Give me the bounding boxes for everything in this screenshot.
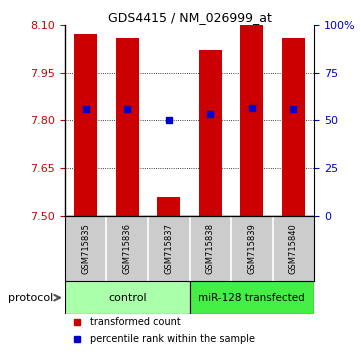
Bar <box>282 38 305 216</box>
Text: GSM715836: GSM715836 <box>123 223 132 274</box>
Text: control: control <box>108 293 147 303</box>
Text: miR-128 transfected: miR-128 transfected <box>199 293 305 303</box>
Title: GDS4415 / NM_026999_at: GDS4415 / NM_026999_at <box>108 11 271 24</box>
FancyBboxPatch shape <box>190 281 314 314</box>
Bar <box>116 38 139 216</box>
Bar <box>74 34 97 216</box>
Text: GSM715835: GSM715835 <box>81 223 90 274</box>
Text: GSM715837: GSM715837 <box>164 223 173 274</box>
Text: GSM715838: GSM715838 <box>206 223 215 274</box>
Text: protocol: protocol <box>8 293 53 303</box>
Text: GSM715840: GSM715840 <box>289 223 298 274</box>
Bar <box>157 196 180 216</box>
Text: transformed count: transformed count <box>90 317 180 327</box>
Text: percentile rank within the sample: percentile rank within the sample <box>90 334 255 344</box>
FancyBboxPatch shape <box>65 281 190 314</box>
Bar <box>199 50 222 216</box>
Bar <box>240 25 263 216</box>
Text: GSM715839: GSM715839 <box>247 223 256 274</box>
